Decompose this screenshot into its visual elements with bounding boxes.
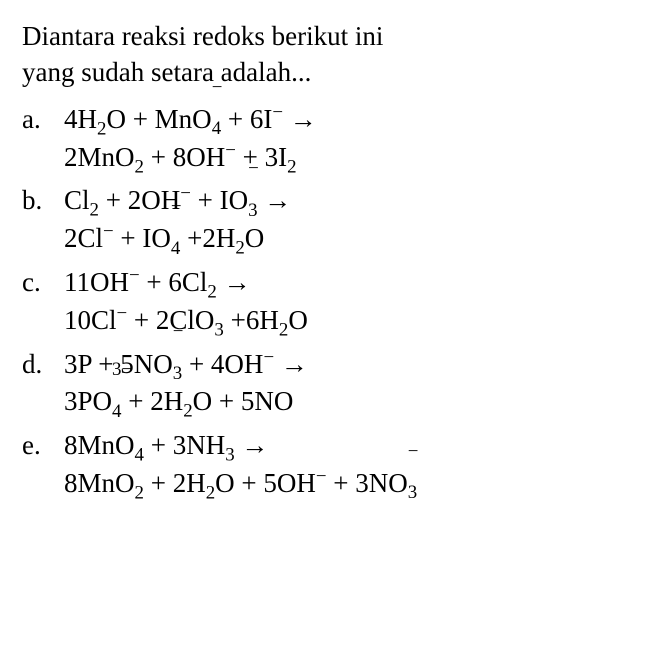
options-container: a. 4H2O + MnO4− + 6I− → 2MnO2 + 8OH− + 3… bbox=[22, 101, 623, 503]
option-d-line1: 3P + 5NO3− + 4OH− → bbox=[64, 346, 623, 384]
option-b: b. Cl2 + 2OH− + IO3− → 2Cl− + IO4− +2H2O bbox=[22, 182, 623, 258]
option-a-line2: 2MnO2 + 8OH− + 3I2 bbox=[64, 139, 623, 177]
arrow-icon: → bbox=[290, 104, 317, 134]
option-a: a. 4H2O + MnO4− + 6I− → 2MnO2 + 8OH− + 3… bbox=[22, 101, 623, 177]
option-b-content: Cl2 + 2OH− + IO3− → 2Cl− + IO4− +2H2O bbox=[64, 182, 623, 258]
option-c-line1: 11OH− + 6Cl2 → bbox=[64, 264, 623, 302]
option-e: e. 8MnO4 + 3NH3 → 8MnO2 + 2H2O + 5OH− + … bbox=[22, 427, 623, 503]
option-b-line1: Cl2 + 2OH− + IO3− → bbox=[64, 182, 623, 220]
option-e-line2: 8MnO2 + 2H2O + 5OH− + 3NO3− bbox=[64, 465, 623, 503]
question-text: Diantara reaksi redoks berikut ini yang … bbox=[22, 18, 623, 91]
option-d-content: 3P + 5NO3− + 4OH− → 3PO43− + 2H2O + 5NO bbox=[64, 346, 623, 422]
option-d-line2: 3PO43− + 2H2O + 5NO bbox=[64, 383, 623, 421]
option-e-content: 8MnO4 + 3NH3 → 8MnO2 + 2H2O + 5OH− + 3NO… bbox=[64, 427, 623, 503]
option-c: c. 11OH− + 6Cl2 → 10Cl− + 2ClO3 +6H2O bbox=[22, 264, 623, 340]
option-c-line2: 10Cl− + 2ClO3 +6H2O bbox=[64, 302, 623, 340]
arrow-icon: → bbox=[241, 430, 268, 460]
question-line1: Diantara reaksi redoks berikut ini bbox=[22, 21, 383, 51]
option-c-label: c. bbox=[22, 264, 64, 340]
arrow-icon: → bbox=[281, 349, 308, 379]
option-a-label: a. bbox=[22, 101, 64, 177]
option-d-label: d. bbox=[22, 346, 64, 422]
arrow-icon: → bbox=[224, 267, 251, 297]
option-b-label: b. bbox=[22, 182, 64, 258]
option-e-line1: 8MnO4 + 3NH3 → bbox=[64, 427, 623, 465]
option-c-content: 11OH− + 6Cl2 → 10Cl− + 2ClO3 +6H2O bbox=[64, 264, 623, 340]
arrow-icon: → bbox=[264, 185, 291, 215]
option-e-label: e. bbox=[22, 427, 64, 503]
option-d: d. 3P + 5NO3− + 4OH− → 3PO43− + 2H2O + 5… bbox=[22, 346, 623, 422]
option-b-line2: 2Cl− + IO4− +2H2O bbox=[64, 220, 623, 258]
option-a-line1: 4H2O + MnO4− + 6I− → bbox=[64, 101, 623, 139]
question-line2: yang sudah setara adalah... bbox=[22, 57, 311, 87]
option-a-content: 4H2O + MnO4− + 6I− → 2MnO2 + 8OH− + 3I2 bbox=[64, 101, 623, 177]
